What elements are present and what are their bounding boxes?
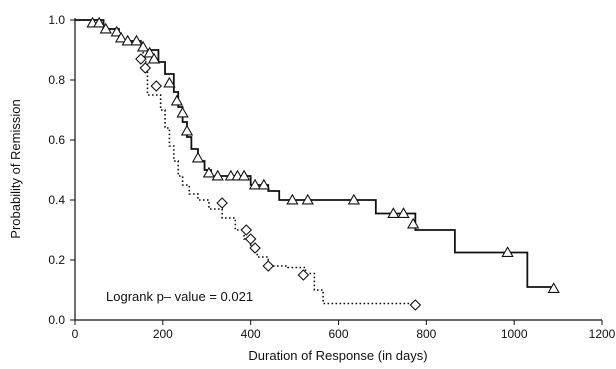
censored-triangle-marker (387, 207, 400, 218)
x-tick-label: 1000 (501, 327, 528, 341)
y-tick-label: 0.6 (48, 133, 65, 147)
censored-triangle-marker (301, 193, 314, 205)
series-layer (75, 19, 554, 305)
censored-diamond-marker (135, 53, 147, 65)
censored-triangle-marker (170, 94, 184, 106)
censored-triangle-marker (110, 25, 123, 37)
censored-diamond-marker (409, 299, 422, 311)
censored-triangle-marker (237, 169, 251, 181)
x-tick-label: 1200 (589, 327, 616, 341)
x-tick-label: 400 (241, 327, 261, 341)
censored-triangle-marker (257, 178, 270, 190)
x-tick-label: 600 (328, 327, 348, 341)
censored-triangle-marker (347, 193, 361, 205)
censored-triangle-marker (163, 76, 176, 88)
censored-triangle-marker (130, 34, 143, 46)
logrank-annotation: Logrank p– value = 0.021 (106, 289, 253, 304)
censored-diamond-marker (244, 233, 257, 245)
survival-curve-1 (75, 19, 554, 288)
y-tick-label: 0.8 (48, 73, 65, 87)
x-tick-label: 800 (416, 327, 436, 341)
censored-diamond-marker (216, 197, 228, 209)
y-tick-label: 1.0 (48, 13, 65, 27)
censored-triangle-marker (501, 246, 514, 257)
censored-triangle-marker (191, 151, 205, 163)
censored-triangle-marker (180, 124, 194, 136)
censored-triangle-marker (202, 166, 216, 178)
y-tick-label: 0.2 (48, 253, 65, 267)
x-axis-title: Duration of Response (in days) (248, 348, 427, 363)
censored-diamond-marker (150, 80, 163, 92)
censored-diamond-marker (249, 242, 261, 254)
censored-triangle-marker (114, 31, 128, 43)
censored-triangle-marker (176, 106, 189, 118)
censored-triangle-marker (93, 16, 106, 28)
censored-triangle-marker (121, 34, 134, 46)
censored-triangle-marker (407, 217, 420, 229)
censored-diamond-marker (262, 260, 275, 272)
censored-diamond-marker (139, 62, 152, 74)
survival-curve-2 (75, 19, 418, 305)
censored-diamond-marker (297, 269, 310, 281)
y-axis-title: Probability of Remission (8, 99, 23, 238)
censored-triangle-marker (547, 282, 560, 293)
markers-layer (86, 16, 560, 311)
y-tick-label: 0.0 (48, 313, 65, 327)
censored-triangle-marker (147, 52, 161, 64)
censored-triangle-marker (211, 169, 224, 181)
censored-diamond-marker (240, 224, 253, 236)
censored-triangle-marker (99, 22, 112, 34)
x-tick-label: 200 (153, 327, 173, 341)
censored-triangle-marker (248, 178, 262, 190)
x-tick-label: 0 (72, 327, 79, 341)
censored-triangle-marker (143, 46, 156, 58)
censored-triangle-marker (397, 207, 410, 218)
censored-triangle-marker (136, 40, 150, 52)
censored-triangle-marker (286, 193, 299, 205)
y-tick-label: 0.4 (48, 193, 65, 207)
axis-ticks: 0 200 400 600 800 1000 1200 0.0 0.2 0.4 0.6 0.8 1.0 (48, 13, 615, 341)
